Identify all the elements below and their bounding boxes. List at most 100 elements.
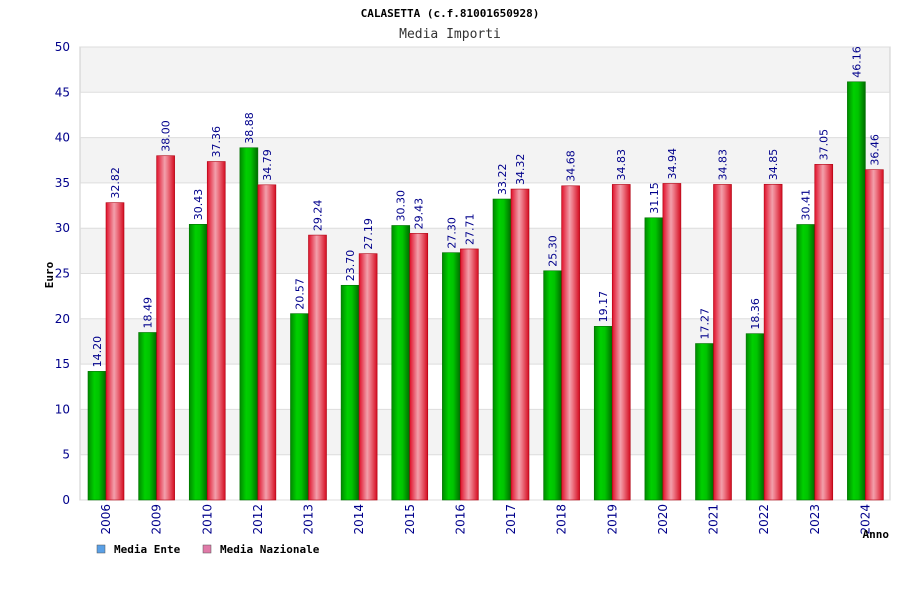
legend-label: Media Ente — [114, 543, 181, 556]
x-tick-label: 2017 — [504, 504, 518, 535]
y-tick-label: 35 — [55, 176, 70, 190]
bar-media-nazionale — [409, 233, 429, 501]
y-tick-label: 40 — [55, 131, 70, 145]
y-tick-label: 5 — [62, 448, 70, 462]
data-label: 34.79 — [261, 149, 274, 181]
data-label: 38.00 — [160, 120, 173, 152]
bar-media-nazionale — [814, 164, 834, 501]
data-label: 20.57 — [294, 278, 307, 310]
bar-media-ente — [442, 252, 461, 501]
data-label: 14.20 — [91, 336, 104, 368]
bar-media-ente — [695, 343, 714, 501]
x-tick-label: 2012 — [251, 504, 265, 535]
x-tick-label: 2024 — [858, 504, 872, 535]
bar-media-ente — [138, 332, 157, 501]
data-label: 27.30 — [445, 217, 458, 249]
bar-media-ente — [239, 147, 259, 501]
data-label: 34.85 — [767, 149, 780, 181]
y-tick-label: 50 — [55, 40, 70, 54]
x-tick-label: 2009 — [150, 504, 164, 535]
bar-media-nazionale — [257, 184, 277, 501]
x-tick-label: 2021 — [707, 504, 721, 535]
data-label: 30.41 — [800, 189, 813, 221]
bar-media-ente — [644, 217, 664, 501]
data-label: 36.46 — [868, 134, 881, 166]
data-label: 18.49 — [142, 297, 155, 329]
data-label: 18.36 — [749, 298, 762, 330]
y-tick-label: 30 — [55, 221, 70, 235]
legend-swatch — [96, 544, 106, 554]
x-tick-label: 2020 — [656, 504, 670, 535]
data-label: 34.83 — [615, 149, 628, 181]
bar-media-ente — [87, 371, 107, 501]
plot-band — [80, 92, 890, 138]
bar-media-ente — [543, 270, 562, 501]
y-tick-label: 20 — [55, 312, 70, 326]
data-label: 37.05 — [818, 129, 831, 161]
bar-media-nazionale — [763, 183, 783, 501]
y-tick-label: 10 — [55, 402, 70, 416]
x-axis-label: Anno — [863, 528, 890, 541]
x-tick-label: 2013 — [302, 504, 316, 535]
data-label: 29.24 — [312, 200, 325, 232]
x-tick-label: 2023 — [808, 504, 822, 535]
bar-media-ente — [593, 326, 613, 501]
x-tick-label: 2018 — [555, 504, 569, 535]
bar-media-nazionale — [206, 161, 226, 501]
data-label: 32.82 — [109, 167, 122, 199]
bar-media-nazionale — [156, 155, 175, 501]
x-tick-label: 2019 — [605, 504, 619, 535]
bar-media-ente — [340, 284, 360, 501]
legend-swatch — [202, 544, 212, 554]
data-label: 27.71 — [463, 213, 476, 245]
data-label: 30.43 — [192, 189, 205, 221]
data-label: 17.27 — [699, 308, 712, 340]
data-label: 19.17 — [597, 291, 610, 323]
legend: Media Ente Media Nazionale — [96, 543, 320, 556]
data-label: 34.94 — [666, 148, 679, 180]
bar-media-nazionale — [611, 184, 631, 501]
data-label: 31.15 — [648, 182, 661, 214]
legend-label: Media Nazionale — [220, 543, 320, 556]
bar-media-ente — [391, 225, 411, 501]
y-tick-label: 0 — [62, 493, 70, 507]
bar-media-ente — [745, 333, 765, 501]
bar-media-ente — [492, 198, 512, 501]
data-label: 23.70 — [344, 250, 357, 282]
bar-media-nazionale — [460, 248, 479, 501]
bar-media-nazionale — [308, 234, 327, 501]
y-axis-ticks: 0 5 10 15 20 25 30 35 40 45 50 — [55, 40, 70, 507]
x-tick-label: 2022 — [757, 504, 771, 535]
x-tick-label: 2015 — [403, 504, 417, 535]
x-tick-label: 2014 — [352, 504, 366, 535]
bar-media-ente — [796, 224, 816, 501]
chart-title: CALASETTA (c.f.81001650928) — [361, 7, 540, 20]
bar-media-nazionale — [561, 185, 580, 501]
data-label: 46.16 — [850, 46, 863, 78]
bar-media-ente — [847, 81, 866, 501]
bar-media-nazionale — [713, 184, 732, 501]
data-label: 37.36 — [210, 126, 223, 158]
data-label: 34.83 — [717, 149, 730, 181]
bar-media-ente — [188, 224, 208, 501]
y-tick-label: 25 — [55, 267, 70, 281]
data-label: 25.30 — [547, 235, 560, 267]
data-label: 34.32 — [514, 154, 527, 186]
bar-media-nazionale — [865, 169, 884, 501]
data-label: 34.68 — [565, 150, 578, 182]
bar-media-nazionale — [358, 253, 378, 501]
bar-media-nazionale — [510, 188, 530, 501]
chart-subtitle: Media Importi — [399, 27, 501, 42]
y-tick-label: 15 — [55, 357, 70, 371]
data-label: 33.22 — [496, 164, 509, 196]
data-label: 27.19 — [362, 218, 375, 250]
plot-band — [80, 47, 890, 93]
x-axis-ticks: 2006 2009 2010 2012 2013 2014 2015 2016 2017 2018… — [99, 504, 872, 535]
bar-media-nazionale — [662, 183, 682, 501]
bars: 14.20 32.82 18.49 38.00 30.43 37.36 38.88 34.79… — [87, 46, 884, 501]
y-tick-label: 45 — [55, 85, 70, 99]
bar-media-nazionale — [105, 202, 125, 501]
y-axis-label: Euro — [43, 261, 56, 288]
